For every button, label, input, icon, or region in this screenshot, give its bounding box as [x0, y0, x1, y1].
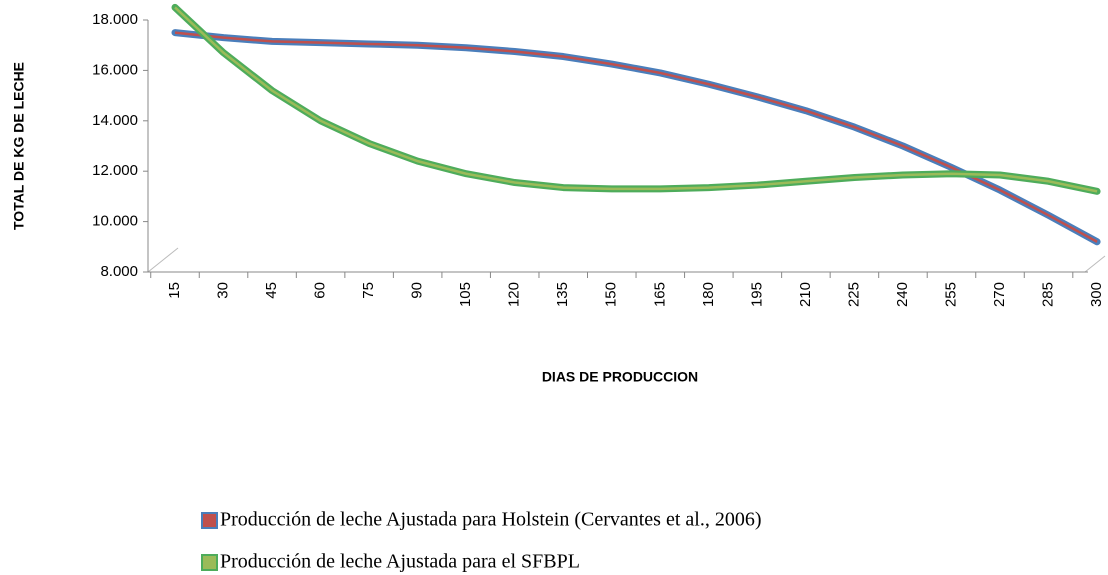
x-tick-label: 270 [991, 282, 1008, 307]
x-tick-label: 135 [554, 282, 571, 307]
x-tick-label: 255 [942, 282, 959, 307]
legend-swatch [201, 512, 218, 529]
legend-swatch [201, 554, 218, 571]
y-tick-label: 10.000 [92, 213, 138, 230]
legend-label: Producción de leche Ajustada para el SFB… [220, 551, 580, 573]
x-tick-label: 180 [700, 282, 717, 307]
x-tick-label: 60 [312, 282, 329, 299]
x-tick-label: 30 [214, 282, 231, 299]
x-tick-label: 90 [409, 282, 426, 299]
y-tick-label: 14.000 [92, 112, 138, 129]
x-tick-label: 150 [603, 282, 620, 307]
x-tick-label: 240 [894, 282, 911, 307]
x-tick-label: 210 [797, 282, 814, 307]
x-tick-label: 285 [1040, 282, 1057, 307]
x-tick-label: 45 [263, 282, 280, 299]
x-tick-label: 75 [360, 282, 377, 299]
floor-edge [1084, 255, 1106, 273]
y-tick-label: 12.000 [92, 162, 138, 179]
series-line [171, 3, 1101, 195]
y-tick-label: 18.000 [92, 11, 138, 28]
legend-label: Producción de leche Ajustada para Holste… [220, 509, 762, 531]
y-tick-label: 16.000 [92, 61, 138, 78]
x-tick-label: 15 [166, 282, 183, 299]
floor-edge [147, 247, 179, 273]
x-tick-label: 300 [1088, 282, 1105, 307]
x-tick-label: 105 [457, 282, 474, 307]
series-line [171, 29, 1101, 246]
x-tick-label: 120 [506, 282, 523, 307]
x-tick-label: 165 [651, 282, 668, 307]
series-line-core [174, 31, 1098, 243]
x-tick-label: 195 [748, 282, 765, 307]
series-line-core [174, 6, 1098, 193]
y-tick-label: 8.000 [100, 263, 138, 280]
x-tick-label: 225 [845, 282, 862, 307]
y-axis-title: TOTAL DE KG DE LECHE [11, 62, 27, 230]
x-axis-title: DIAS DE PRODUCCION [542, 369, 698, 385]
